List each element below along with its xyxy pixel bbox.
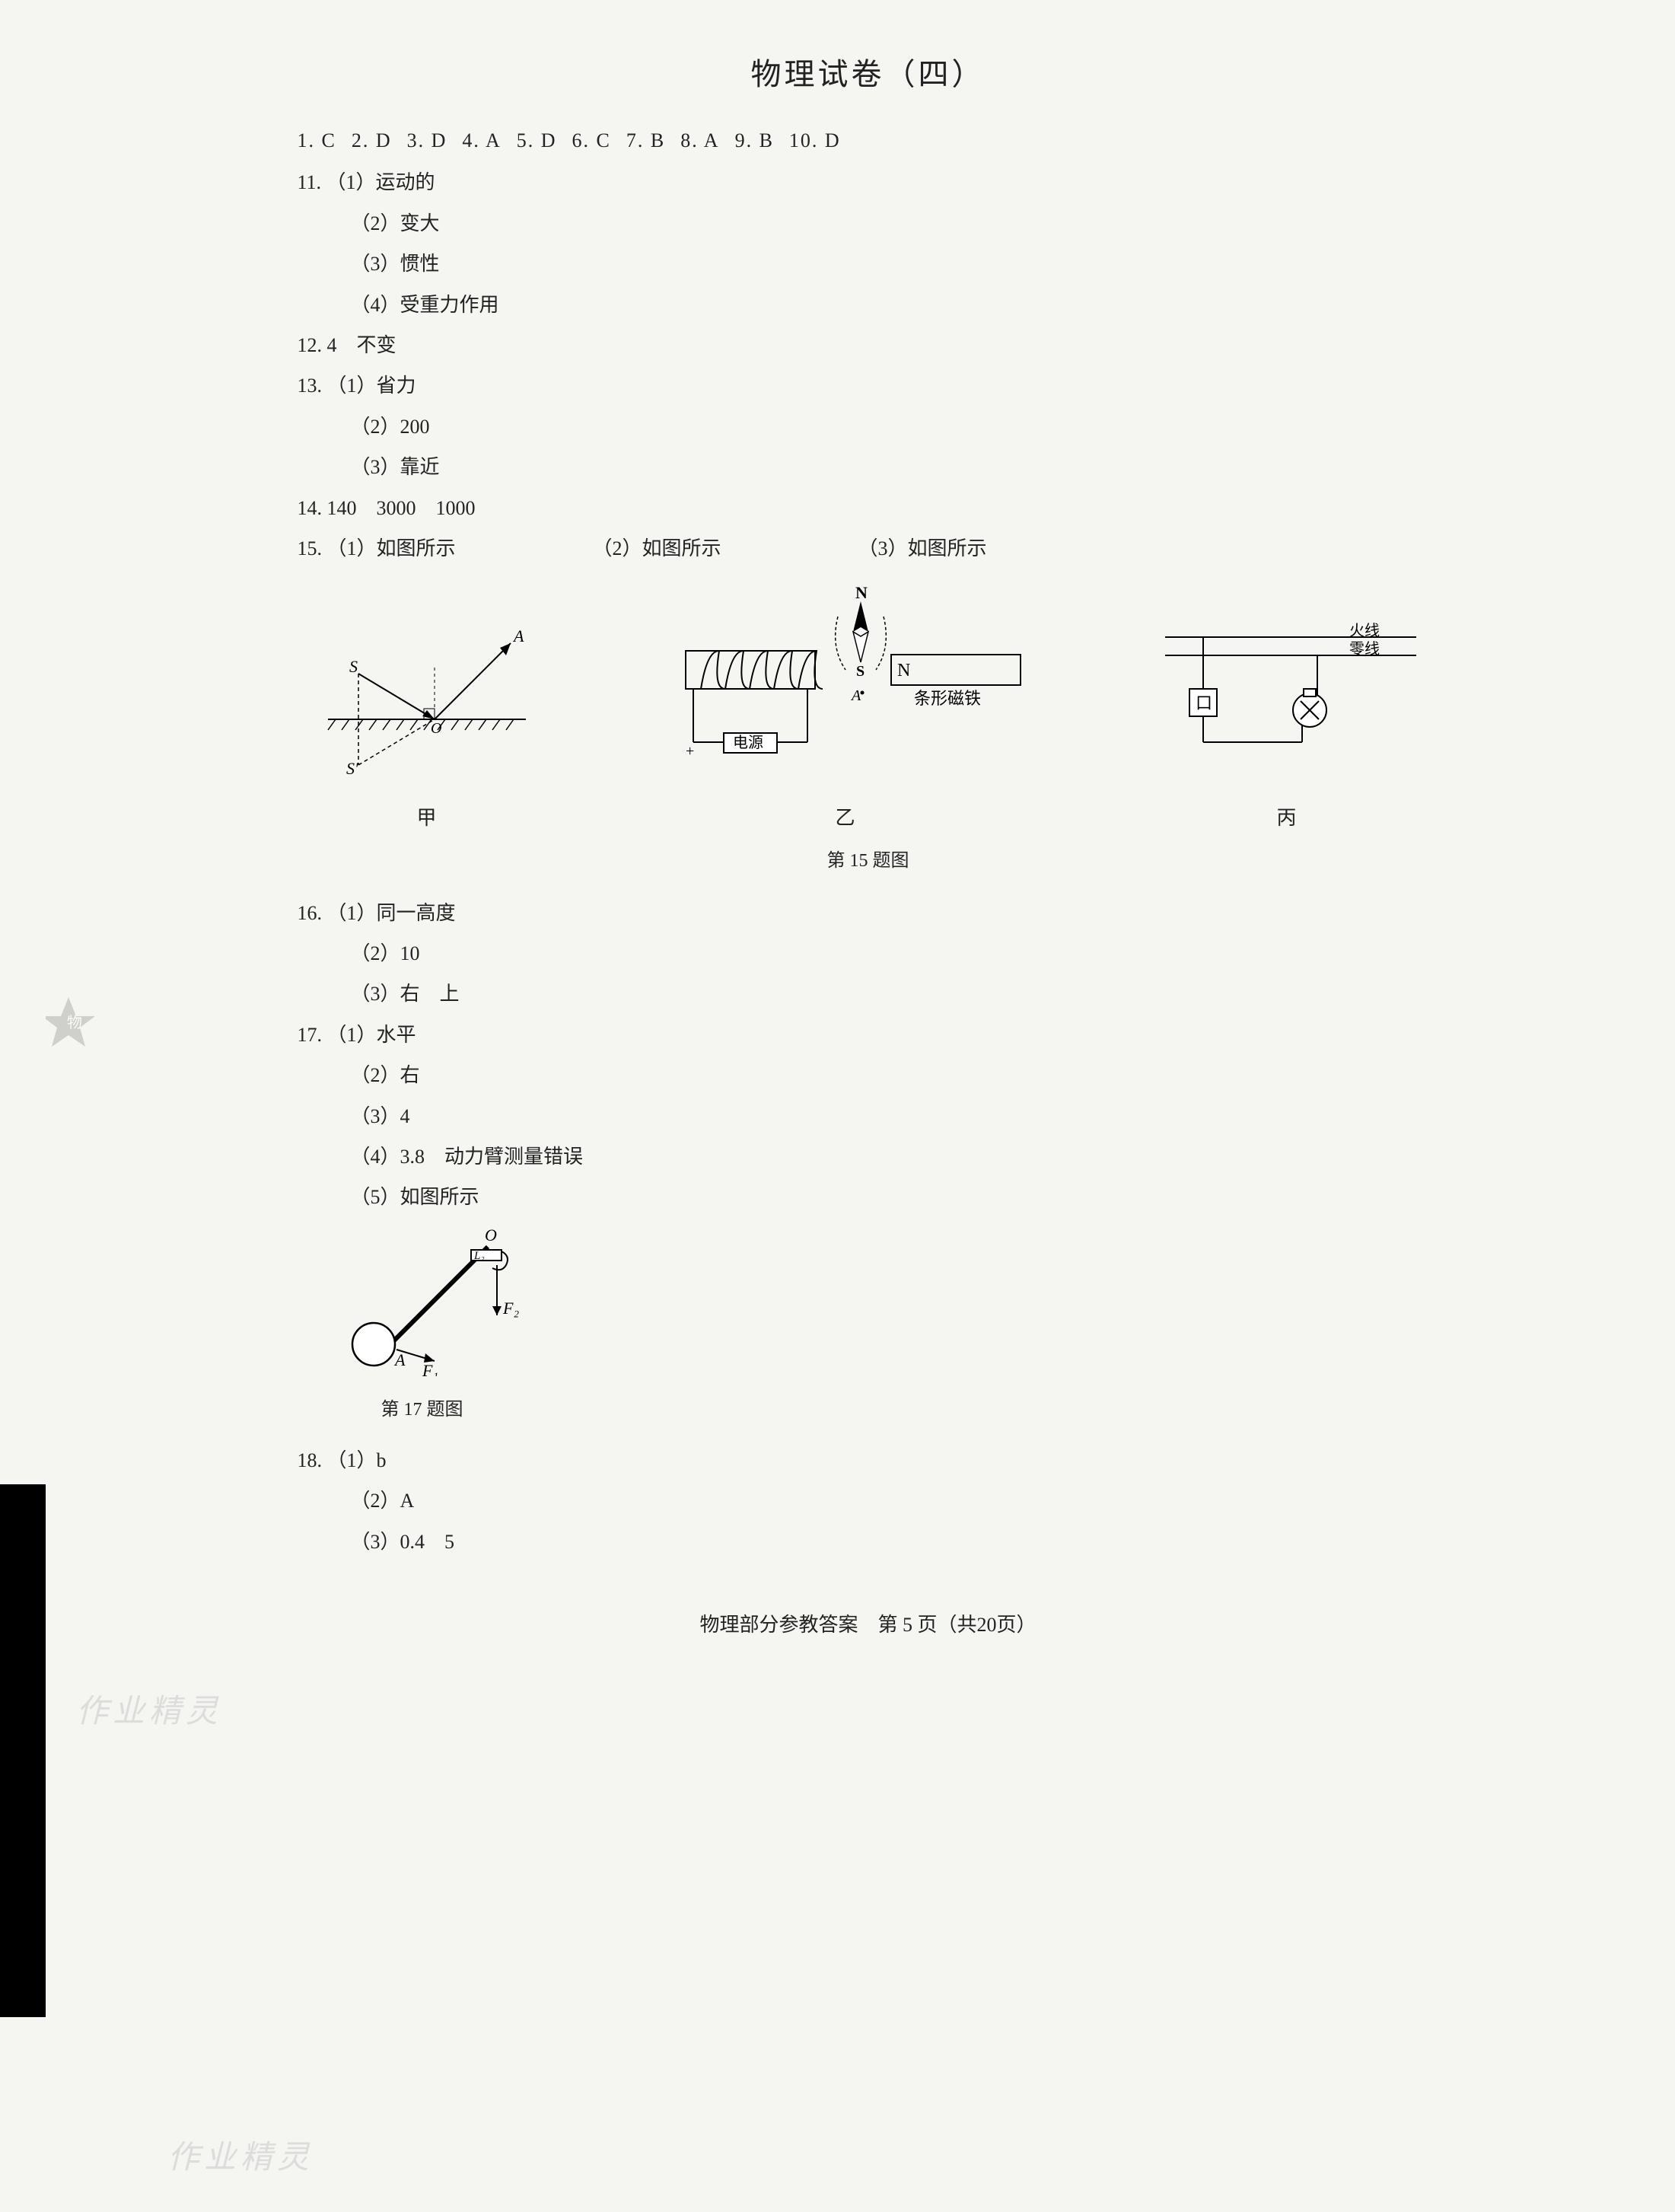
q15-p1: （1）如图所示 [327, 537, 456, 559]
svg-text:N: N [855, 583, 868, 602]
q18-p2: （2）A [298, 1482, 1439, 1519]
q15: 15. （1）如图所示 （2）如图所示 （3）如图所示 [298, 530, 1439, 567]
q11-p1: （1）运动的 [326, 171, 435, 193]
watermark-text-2: 作业精灵 [167, 2128, 314, 2189]
q14-num: 14. [298, 497, 323, 519]
mc-answer: 6. C [572, 129, 611, 151]
q13-p1: （1）省力 [327, 375, 416, 397]
fig15-bing: 火线 零线 口 丙 [1150, 613, 1424, 837]
q11-p2: （2）变大 [298, 205, 1439, 242]
mc-answer: 5. D [517, 129, 557, 151]
page-content: 物理试卷（四） 1. C 2. D 3. D 4. A 5. D 6. C 7. B 8. A… [298, 46, 1439, 1643]
fig17-caption: 第 17 题图 [381, 1393, 1439, 1428]
svg-text:O: O [485, 1226, 497, 1245]
q16: 16. （1）同一高度 [298, 894, 1439, 932]
q15-p3: （3）如图所示 [858, 530, 987, 567]
q18-num: 18. [298, 1449, 323, 1471]
q15-num: 15. [298, 537, 323, 559]
watermark-star-icon: 物 [46, 990, 114, 1063]
svg-text:+: + [686, 743, 694, 760]
svg-text:N: N [897, 661, 910, 680]
mc-answer: 3. D [407, 129, 447, 151]
q11-num: 11. [298, 171, 322, 193]
q11-p4: （4）受重力作用 [298, 286, 1439, 324]
fig15-yi: 电源 + N S A N 条形磁铁 乙 [663, 582, 1028, 837]
q18-p3: （3）0.4 5 [298, 1523, 1439, 1560]
svg-text:物: 物 [67, 1014, 82, 1031]
svg-text:S: S [349, 657, 358, 676]
q13-p3: （3）靠近 [298, 448, 1439, 486]
q11: 11. （1）运动的 [298, 164, 1439, 201]
q13: 13. （1）省力 [298, 367, 1439, 404]
q12-text: 4 不变 [327, 334, 396, 356]
q17-p2: （2）右 [298, 1057, 1439, 1094]
q16-p2: （2）10 [298, 935, 1439, 972]
q17: 17. （1）水平 [298, 1016, 1439, 1053]
q13-p2: （2）200 [298, 408, 1439, 445]
q12: 12. 4 不变 [298, 327, 1439, 364]
q13-num: 13. [298, 375, 323, 397]
svg-text:A: A [850, 687, 861, 704]
page-title: 物理试卷（四） [298, 46, 1439, 104]
fig17: L₂ O F₂ A F₁ [343, 1224, 1439, 1388]
fig15-bing-label: 丙 [1150, 799, 1424, 837]
mc-answer: 10. D [789, 129, 841, 151]
fig15-jia: O S A S′ 甲 [313, 613, 541, 837]
page-footer: 物理部分参教答案 第 5 页（共20页） [298, 1606, 1439, 1643]
q17-p3: （3）4 [298, 1098, 1439, 1135]
fig15-yi-label: 乙 [663, 799, 1028, 837]
mc-answers-row: 1. C 2. D 3. D 4. A 5. D 6. C 7. B 8. A 9. B 10. … [298, 122, 1439, 159]
q16-num: 16. [298, 902, 323, 924]
q14: 14. 140 3000 1000 [298, 489, 1439, 527]
q16-p3: （3）右 上 [298, 975, 1439, 1012]
q17-p4: （4）3.8 动力臂测量错误 [298, 1138, 1439, 1175]
q17-num: 17. [298, 1024, 323, 1046]
svg-text:A: A [393, 1350, 406, 1369]
svg-text:条形磁铁: 条形磁铁 [914, 689, 981, 708]
q11-p3: （3）惯性 [298, 245, 1439, 282]
mc-answer: 1. C [298, 129, 336, 151]
fig15-caption: 第 15 题图 [298, 844, 1439, 879]
q17-p5: （5）如图所示 [298, 1178, 1439, 1216]
q16-p1: （1）同一高度 [327, 902, 456, 924]
watermark-text-1: 作业精灵 [76, 1682, 222, 1743]
q18: 18. （1）b [298, 1442, 1439, 1479]
q18-p1: （1）b [327, 1449, 387, 1471]
q15-p2: （2）如图所示 [593, 530, 721, 567]
mc-answer: 8. A [680, 129, 719, 151]
svg-text:A: A [512, 626, 524, 645]
mc-answer: 2. D [352, 129, 392, 151]
fig15-row: O S A S′ 甲 [298, 582, 1439, 837]
q17-p1: （1）水平 [327, 1024, 416, 1046]
svg-text:L₂: L₂ [473, 1250, 485, 1262]
svg-text:电源: 电源 [733, 734, 763, 751]
mc-answer: 4. A [462, 129, 501, 151]
mc-answer: 7. B [626, 129, 665, 151]
fig15-jia-label: 甲 [313, 799, 541, 837]
svg-text:O: O [431, 720, 441, 737]
scan-artifact-edge [0, 1484, 46, 2017]
q12-num: 12. [298, 334, 323, 356]
q14-text: 140 3000 1000 [327, 497, 476, 519]
svg-text:S′: S′ [346, 759, 359, 778]
svg-text:口: 口 [1196, 693, 1212, 712]
mc-answer: 9. B [735, 129, 774, 151]
svg-text:F₂: F₂ [502, 1299, 519, 1318]
svg-text:F₁: F₁ [422, 1361, 438, 1376]
svg-text:S: S [856, 663, 865, 680]
